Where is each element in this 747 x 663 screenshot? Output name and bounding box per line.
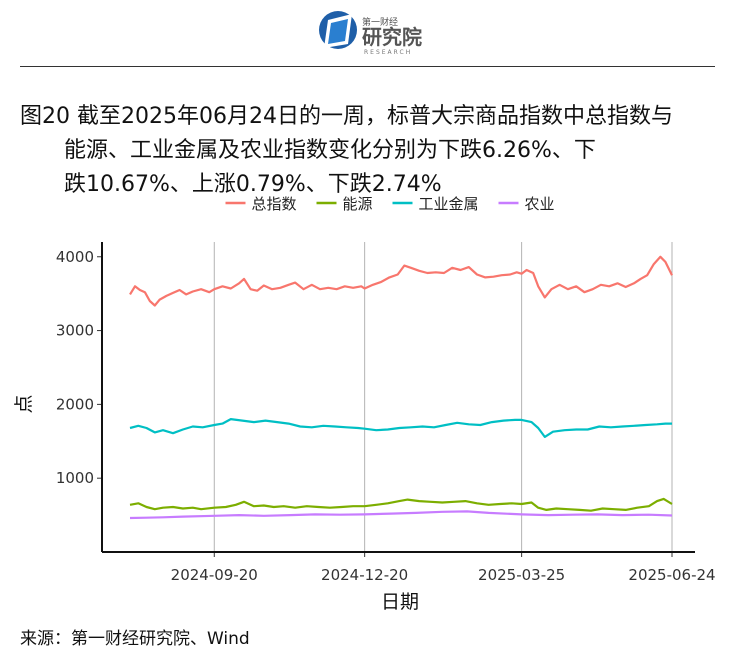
series-line xyxy=(129,510,673,520)
chart-axes: 2024-09-20 2024-12-20 2025-03-25 2025-06-24… xyxy=(56,242,716,584)
chart-grid xyxy=(213,242,673,552)
brand-name-small: 第一财经 xyxy=(362,16,398,28)
brand-logo: 第一财经 研究院 RESEARCH xyxy=(319,11,422,56)
line-chart: 总指数 能源 工业金属 农业 2024-09-20 2024-12-20 2025-03-… xyxy=(13,195,716,613)
figure-title: 图20 截至2025年06月24日的一周，标普大宗商品指数中总指数与 能源、工业… xyxy=(20,100,730,202)
title-line-1: 图20 截至2025年06月24日的一周，标普大宗商品指数中总指数与 xyxy=(20,104,673,129)
chart-legend: 总指数 能源 工业金属 农业 xyxy=(225,195,555,213)
series-line xyxy=(129,497,673,512)
source-note: 来源：第一财经研究院、Wind xyxy=(20,629,250,649)
brand-name-large: 研究院 xyxy=(362,25,422,49)
y-tick-label: 3000 xyxy=(56,322,94,340)
x-tick-label: 2024-12-20 xyxy=(321,566,408,584)
series-line xyxy=(129,255,673,307)
legend-label: 工业金属 xyxy=(419,195,479,213)
x-tick-label: 2024-09-20 xyxy=(171,566,258,584)
x-axis-label: 日期 xyxy=(381,591,419,613)
y-axis-label: 点 xyxy=(13,394,35,413)
brand-mark-icon xyxy=(319,11,357,49)
series-line xyxy=(129,418,672,438)
legend-label: 能源 xyxy=(343,195,373,213)
title-line-2: 能源、工业金属及农业指数变化分别为下跌6.26%、下 xyxy=(64,138,596,163)
x-tick-label: 2025-06-24 xyxy=(628,566,715,584)
y-tick-label: 2000 xyxy=(56,395,94,413)
legend-label: 总指数 xyxy=(252,195,297,213)
title-line-3: 跌10.67%、上涨0.79%、下跌2.74% xyxy=(64,172,442,197)
legend-label: 农业 xyxy=(525,195,555,213)
y-tick-label: 1000 xyxy=(56,469,94,487)
chart-series xyxy=(129,255,673,520)
brand-name-en: RESEARCH xyxy=(364,49,412,56)
header-divider xyxy=(20,66,715,67)
x-tick-label: 2025-03-25 xyxy=(478,566,565,584)
y-tick-label: 4000 xyxy=(56,248,94,266)
